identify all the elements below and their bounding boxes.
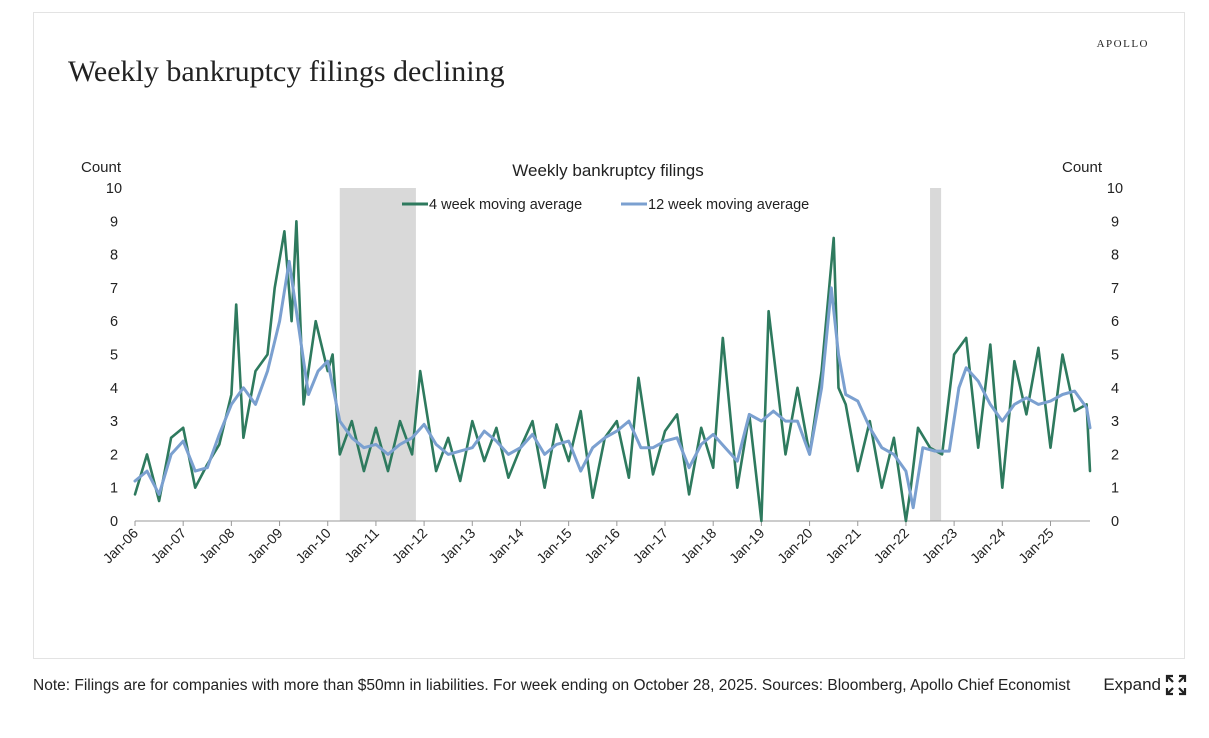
- footnote: Note: Filings are for companies with mor…: [33, 677, 1071, 694]
- x-tick-label: Jan-12: [389, 525, 431, 567]
- y-tick-right: 0: [1111, 514, 1119, 530]
- x-tick-label: Jan-23: [919, 525, 961, 567]
- y-tick-left: 8: [110, 248, 118, 264]
- y-tick-right: 5: [1111, 348, 1119, 364]
- series-line-12wk: [133, 259, 1092, 510]
- y-tick-left: 4: [110, 381, 118, 397]
- x-tick-label: Jan-09: [244, 525, 286, 567]
- expand-button[interactable]: Expand: [1103, 674, 1187, 696]
- y-axis-label-right: Count: [1062, 159, 1103, 176]
- x-tick-label: Jan-18: [678, 525, 720, 567]
- chart-legend: 4 week moving average 12 week moving ave…: [402, 197, 809, 213]
- x-tick-label: Jan-16: [581, 525, 623, 567]
- y-tick-right: 9: [1111, 214, 1119, 230]
- x-tick-label: Jan-17: [630, 525, 672, 567]
- y-tick-left: 7: [110, 281, 118, 297]
- y-tick-left: 2: [110, 447, 118, 463]
- series-line-4wk: [133, 220, 1092, 523]
- y-tick-left: 5: [110, 348, 118, 364]
- legend-label-4wk: 4 week moving average: [429, 197, 582, 213]
- y-tick-right: 2: [1111, 447, 1119, 463]
- y-tick-left: 6: [110, 314, 118, 330]
- x-tick-label: Jan-06: [100, 525, 142, 567]
- y-tick-left: 0: [110, 514, 118, 530]
- x-tick-label: Jan-22: [870, 525, 912, 567]
- x-tick-label: Jan-24: [967, 525, 1009, 567]
- x-tick-label: Jan-20: [774, 525, 816, 567]
- y-tick-right: 8: [1111, 248, 1119, 264]
- legend-label-12wk: 12 week moving average: [648, 197, 809, 213]
- x-tick-label: Jan-08: [196, 525, 238, 567]
- y-tick-left: 3: [110, 414, 118, 430]
- y-tick-right: 10: [1107, 181, 1123, 197]
- expand-label: Expand: [1103, 675, 1161, 694]
- bankruptcy-chart: Weekly bankruptcy filings Count Count 0 0…: [81, 159, 1123, 567]
- chart-title: Weekly bankruptcy filings: [512, 161, 704, 180]
- shaded-period-0: [339, 188, 416, 521]
- y-tick-right: 4: [1111, 381, 1119, 397]
- chart-card: APOLLO Weekly bankruptcy filings declini…: [33, 12, 1185, 659]
- x-tick-label: Jan-21: [822, 525, 864, 567]
- x-tick-label: Jan-10: [292, 525, 334, 567]
- y-tick-left: 9: [110, 214, 118, 230]
- y-tick-right: 3: [1111, 414, 1119, 430]
- x-tick-label: Jan-07: [148, 525, 190, 567]
- x-tick-label: Jan-15: [533, 525, 575, 567]
- y-tick-left: 10: [106, 181, 122, 197]
- y-tick-right: 1: [1111, 481, 1119, 497]
- x-tick-label: Jan-19: [726, 525, 768, 567]
- x-tick-label: Jan-25: [1015, 525, 1057, 567]
- y-tick-left: 1: [110, 481, 118, 497]
- x-tick-label: Jan-14: [485, 525, 527, 567]
- shaded-period-1: [930, 188, 942, 521]
- x-tick-label: Jan-11: [341, 525, 382, 566]
- x-tick-label: Jan-13: [437, 525, 479, 567]
- brand-logo: APOLLO: [1096, 38, 1149, 50]
- y-tick-right: 6: [1111, 314, 1119, 330]
- expand-icon: [1165, 674, 1187, 696]
- y-tick-right: 7: [1111, 281, 1119, 297]
- page-title: Weekly bankruptcy filings declining: [68, 55, 505, 88]
- y-axis-label-left: Count: [81, 159, 122, 176]
